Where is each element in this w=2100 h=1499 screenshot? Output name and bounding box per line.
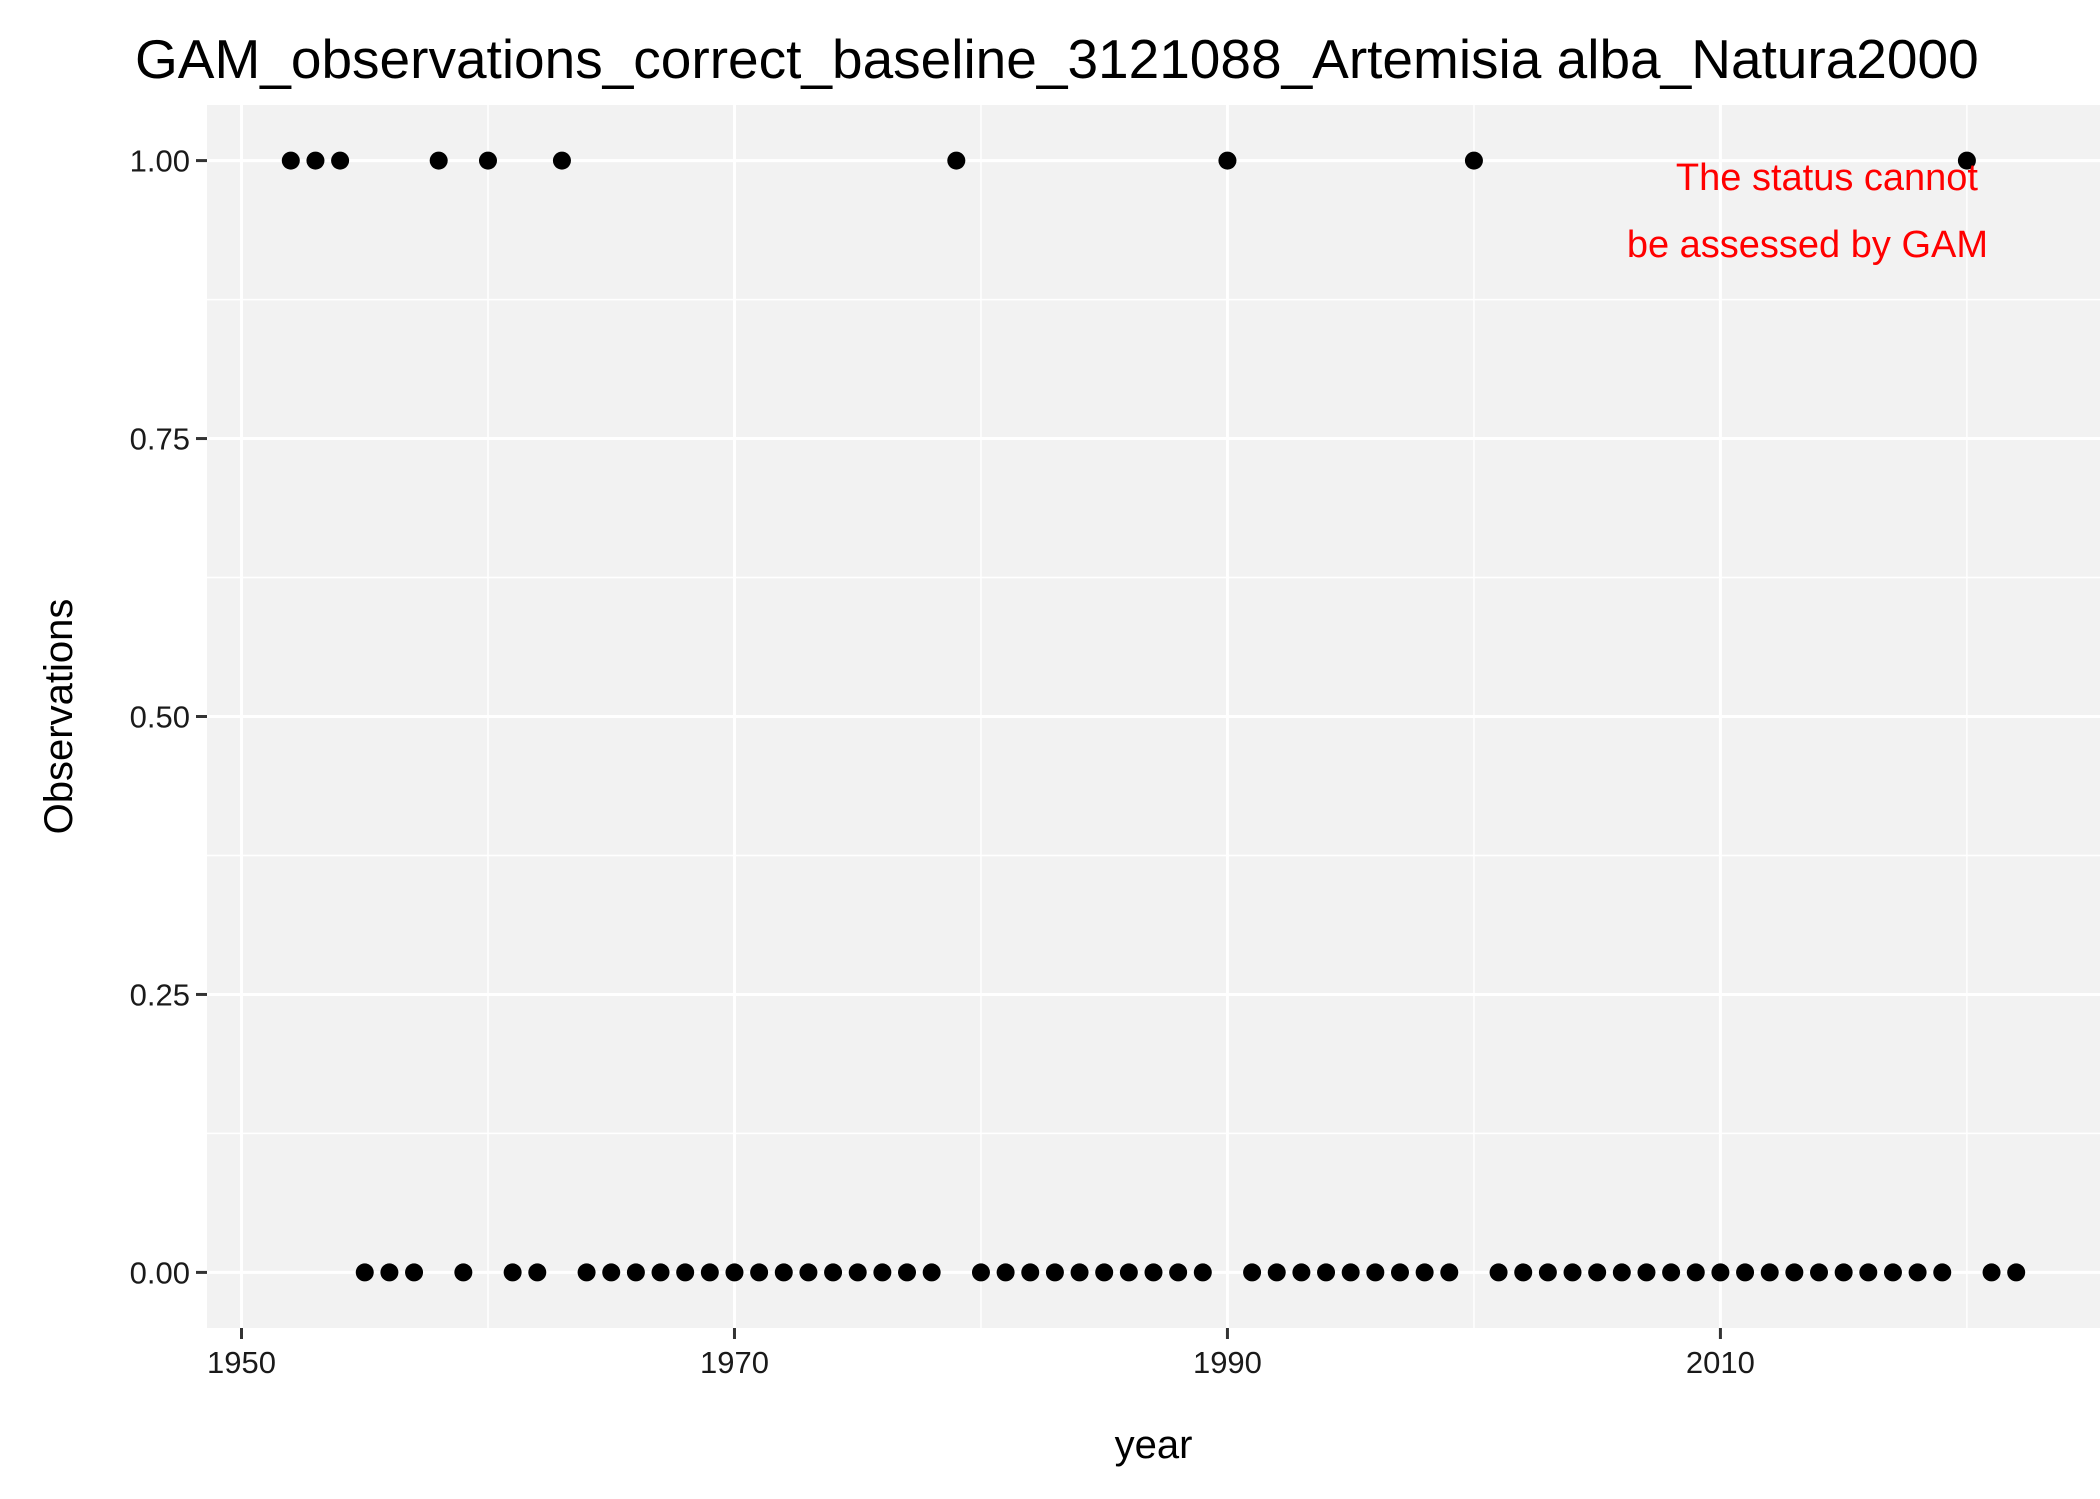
data-point	[380, 1263, 399, 1282]
data-point	[331, 151, 350, 170]
data-point	[1662, 1263, 1681, 1282]
x-tick-label: 1990	[1193, 1345, 1262, 1380]
data-point	[1193, 1263, 1212, 1282]
data-point	[725, 1263, 744, 1282]
data-point	[1119, 1263, 1138, 1282]
data-point	[1686, 1263, 1705, 1282]
data-point	[2007, 1263, 2026, 1282]
data-point	[750, 1263, 769, 1282]
data-point	[1464, 151, 1483, 170]
data-point	[1045, 1263, 1064, 1282]
data-point	[774, 1263, 793, 1282]
data-point	[626, 1263, 645, 1282]
x-tick-label: 2010	[1686, 1345, 1755, 1380]
data-point	[281, 151, 300, 170]
data-point	[1563, 1263, 1582, 1282]
data-point	[1021, 1263, 1040, 1282]
y-tick-label: 0.75	[130, 422, 190, 457]
data-point	[478, 151, 497, 170]
annotation-line-2: be assessed by GAM	[1627, 224, 1988, 266]
data-point	[1957, 151, 1976, 170]
data-point	[405, 1263, 424, 1282]
data-point	[1070, 1263, 1089, 1282]
data-point	[971, 1263, 990, 1282]
data-point	[1514, 1263, 1533, 1282]
data-point	[503, 1263, 522, 1282]
data-point	[602, 1263, 621, 1282]
data-point	[1834, 1263, 1853, 1282]
x-axis-title: year	[1115, 1423, 1193, 1467]
data-point	[898, 1263, 917, 1282]
data-point	[1810, 1263, 1829, 1282]
data-point	[1169, 1263, 1188, 1282]
data-point	[1760, 1263, 1779, 1282]
data-point	[1243, 1263, 1262, 1282]
data-point	[1933, 1263, 1952, 1282]
data-point	[577, 1263, 596, 1282]
data-point	[552, 151, 571, 170]
data-point	[676, 1263, 695, 1282]
chart-title: GAM_observations_correct_baseline_312108…	[135, 28, 1979, 90]
y-tick-label: 0.25	[130, 977, 190, 1012]
data-points	[281, 151, 2026, 1282]
data-point	[1982, 1263, 2001, 1282]
data-point	[1415, 1263, 1434, 1282]
data-point	[1489, 1263, 1508, 1282]
data-point	[1859, 1263, 1878, 1282]
data-point	[1440, 1263, 1459, 1282]
data-point	[996, 1263, 1015, 1282]
data-point	[1908, 1263, 1927, 1282]
data-point	[922, 1263, 941, 1282]
data-point	[1218, 151, 1237, 170]
data-point	[306, 151, 325, 170]
annotation: The status cannot be assessed by GAM	[1627, 157, 1988, 266]
data-point	[454, 1263, 473, 1282]
data-point	[1390, 1263, 1409, 1282]
data-point	[1095, 1263, 1114, 1282]
data-point	[355, 1263, 374, 1282]
x-tick-label: 1970	[700, 1345, 769, 1380]
x-axis: 1950 1970 1990 2010	[207, 1328, 1755, 1380]
data-point	[1144, 1263, 1163, 1282]
data-point	[1267, 1263, 1286, 1282]
data-point	[873, 1263, 892, 1282]
data-point	[651, 1263, 670, 1282]
data-point	[1785, 1263, 1804, 1282]
data-point	[528, 1263, 547, 1282]
major-gridlines	[207, 105, 2100, 1328]
data-point	[1366, 1263, 1385, 1282]
data-point	[947, 151, 966, 170]
y-tick-label: 0.00	[130, 1255, 190, 1290]
data-point	[700, 1263, 719, 1282]
data-point	[1637, 1263, 1656, 1282]
data-point	[824, 1263, 843, 1282]
data-point	[1883, 1263, 1902, 1282]
data-point	[1736, 1263, 1755, 1282]
data-point	[1711, 1263, 1730, 1282]
y-axis-title: Observations	[37, 599, 81, 835]
y-tick-label: 1.00	[130, 144, 190, 179]
data-point	[799, 1263, 818, 1282]
x-tick-label: 1950	[207, 1345, 276, 1380]
y-tick-label: 0.50	[130, 700, 190, 735]
data-point	[1538, 1263, 1557, 1282]
data-point	[1612, 1263, 1631, 1282]
data-point	[1588, 1263, 1607, 1282]
data-point	[848, 1263, 867, 1282]
annotation-line-1: The status cannot	[1676, 157, 1979, 199]
data-point	[1317, 1263, 1336, 1282]
data-point	[429, 151, 448, 170]
data-point	[1292, 1263, 1311, 1282]
y-axis: 0.00 0.25 0.50 0.75 1.00	[130, 144, 207, 1290]
data-point	[1341, 1263, 1360, 1282]
